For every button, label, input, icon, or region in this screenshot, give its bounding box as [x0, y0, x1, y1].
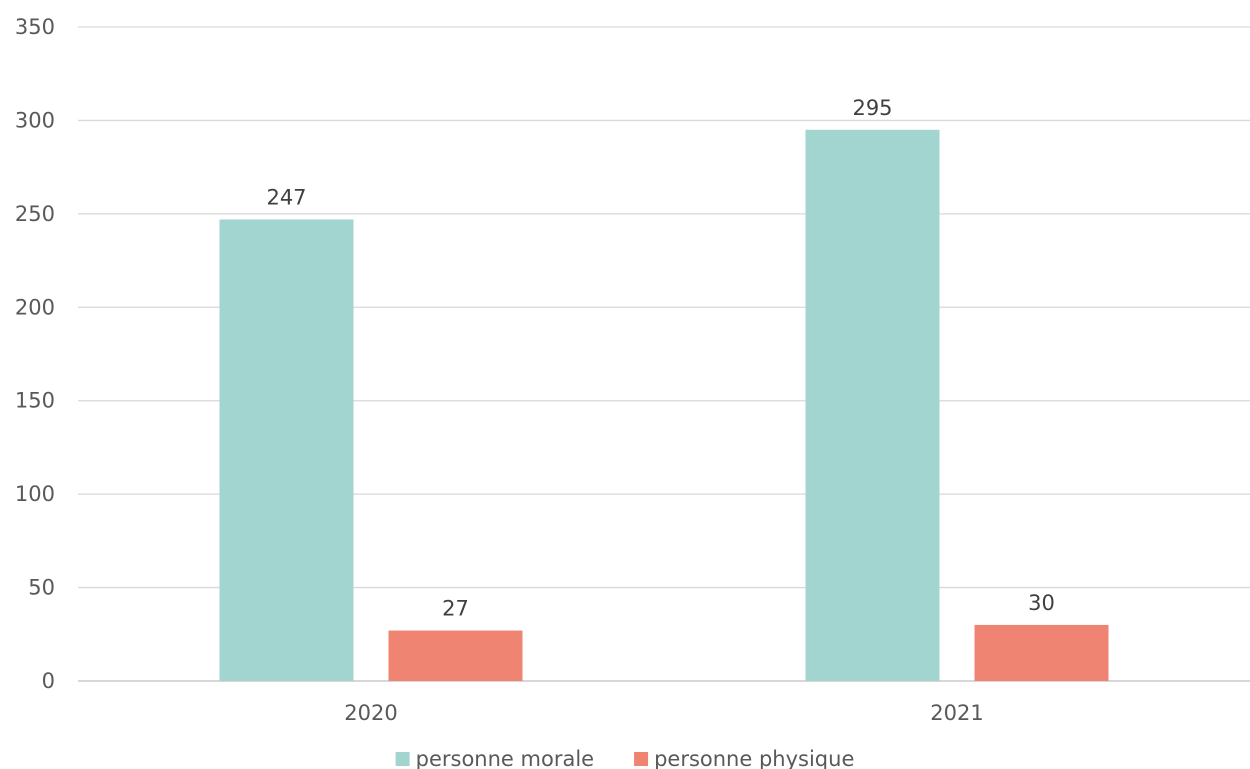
bar-personne-physique-2021	[974, 624, 1109, 681]
y-tick-label: 150	[15, 389, 55, 413]
y-tick-label: 0	[42, 669, 55, 693]
y-tick-label: 100	[15, 482, 55, 506]
data-label: 30	[1028, 591, 1055, 615]
x-category-label: 2021	[930, 701, 983, 725]
y-tick-label: 350	[15, 15, 55, 39]
data-label: 295	[852, 96, 892, 120]
legend-swatch	[395, 752, 410, 766]
y-axis-ticks: 0 50 100 150 200 250 300 350	[15, 15, 55, 693]
legend-item: personne physique	[634, 747, 854, 769]
legend-swatch	[634, 752, 649, 766]
bars	[219, 129, 1109, 681]
y-tick-label: 300	[15, 108, 55, 132]
bar-personne-morale-2020	[219, 219, 354, 681]
y-tick-label: 200	[15, 295, 55, 319]
legend: personne morale personne physique	[395, 747, 854, 769]
legend-label: personne morale	[416, 747, 594, 769]
data-label: 247	[266, 185, 306, 209]
y-tick-label: 250	[15, 202, 55, 226]
x-category-label: 2020	[344, 701, 397, 725]
legend-label: personne physique	[654, 747, 854, 769]
y-tick-label: 50	[28, 576, 55, 600]
bar-personne-physique-2020	[388, 630, 523, 681]
bar-personne-morale-2021	[805, 129, 940, 681]
legend-item: personne morale	[395, 747, 594, 769]
data-label: 27	[442, 597, 469, 621]
data-labels: 247 27 295 30	[266, 96, 1054, 621]
x-axis-categories: 2020 2021	[344, 701, 983, 725]
